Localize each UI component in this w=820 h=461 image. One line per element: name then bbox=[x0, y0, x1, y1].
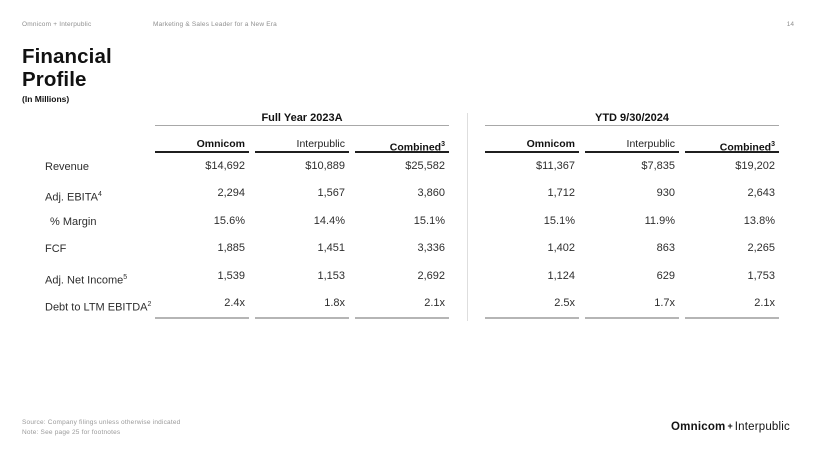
value-cell: 1.8x bbox=[324, 296, 345, 309]
row-label-text: Revenue bbox=[45, 161, 90, 173]
column-header: Interpublic bbox=[585, 138, 679, 153]
value-cell: $25,582 bbox=[405, 160, 445, 172]
group-divider bbox=[449, 112, 485, 321]
value-cell: 15.1% bbox=[413, 214, 445, 227]
row-label: Adj. Net Income5 bbox=[45, 264, 155, 291]
value-cell: 2,265 bbox=[747, 242, 775, 255]
value-cell: 15.1% bbox=[543, 214, 575, 227]
value-cell: 15.6% bbox=[213, 214, 245, 227]
table-group-ytd-2024: YTD 9/30/2024 Omnicom Interpublic Combined3… bbox=[485, 112, 779, 320]
footer-notes: Source: Company filings unless otherwise… bbox=[22, 418, 181, 437]
value-cell: 863 bbox=[656, 242, 675, 255]
value-cell: 2.1x bbox=[424, 296, 445, 309]
value-cell: 3,336 bbox=[417, 242, 445, 255]
group-header: Full Year 2023A bbox=[155, 112, 449, 126]
value-cell: 1,124 bbox=[547, 269, 575, 282]
row-label: Revenue bbox=[45, 154, 155, 181]
footer-logo-omnicom: Omnicom bbox=[671, 421, 726, 433]
column-header-text: Combined bbox=[719, 141, 772, 154]
row-label-superscript: 5 bbox=[123, 273, 128, 281]
column-header: Interpublic bbox=[255, 138, 349, 153]
value-cell: 2.4x bbox=[224, 296, 245, 309]
column-header-text: Omnicom bbox=[526, 138, 575, 150]
value-cell: 2,692 bbox=[417, 269, 445, 282]
bottom-rule bbox=[155, 317, 249, 320]
row-label-text: Adj. Net Income bbox=[45, 274, 124, 287]
bottom-rule bbox=[355, 317, 449, 320]
value-cell: 629 bbox=[656, 269, 675, 282]
value-cell: 2,294 bbox=[217, 187, 245, 200]
value-cell: 11.9% bbox=[644, 214, 675, 227]
row-label-superscript: 2 bbox=[147, 300, 152, 308]
value-cell: 3,860 bbox=[417, 187, 445, 200]
table-group-full-year-2023: Full Year 2023A Omnicom Interpublic Combine… bbox=[155, 112, 449, 320]
page-title-line2: Profile bbox=[22, 67, 87, 91]
row-label: Adj. EBITA4 bbox=[45, 181, 155, 208]
value-cell: 1,402 bbox=[547, 242, 575, 255]
page-number: 14 bbox=[786, 21, 794, 28]
plus-icon: + bbox=[727, 421, 733, 431]
row-label: % Margin bbox=[45, 209, 155, 236]
value-cell: 13.8% bbox=[743, 214, 775, 227]
column-header-text: Omnicom bbox=[196, 138, 245, 150]
row-label-text: % Margin bbox=[50, 215, 97, 228]
topbar-subtitle: Marketing & Sales Leader for a New Era bbox=[153, 21, 277, 28]
title-block: Financial Profile (In Millions) bbox=[22, 45, 112, 104]
value-cell: $19,202 bbox=[735, 160, 775, 172]
value-cell: $14,692 bbox=[205, 160, 245, 172]
value-cell: 14.4% bbox=[313, 214, 345, 227]
value-cell: 1.7x bbox=[654, 296, 675, 309]
page-title: Financial Profile bbox=[22, 45, 112, 91]
bottom-rule bbox=[685, 317, 779, 320]
column-header: Omnicom bbox=[485, 138, 579, 153]
title-units: (In Millions) bbox=[22, 94, 70, 104]
value-cell: 1,753 bbox=[747, 269, 775, 282]
value-cell: 2.5x bbox=[554, 296, 575, 309]
value-cell: $10,889 bbox=[305, 160, 345, 172]
row-label-superscript: 4 bbox=[97, 191, 102, 199]
column-header: Combined3 bbox=[355, 138, 449, 154]
value-cell: 1,712 bbox=[547, 187, 575, 200]
footer-source: Source: Company filings unless otherwise… bbox=[22, 419, 181, 426]
bottom-rule bbox=[255, 317, 349, 320]
value-cell: 1,885 bbox=[217, 242, 245, 255]
divider-line bbox=[466, 113, 468, 321]
row-label-text: Debt to LTM EBITDA bbox=[45, 301, 148, 314]
column-header-text: Combined bbox=[389, 141, 442, 154]
financial-table: Revenue Adj. EBITA4 % Margin FCF Adj. Net In… bbox=[45, 112, 779, 321]
value-cell: 2,643 bbox=[747, 187, 775, 200]
row-label-text: FCF bbox=[45, 243, 67, 256]
value-cell: 1,153 bbox=[317, 269, 345, 282]
footer-logo-interpublic: Interpublic bbox=[734, 421, 790, 433]
row-label-column: Revenue Adj. EBITA4 % Margin FCF Adj. Net In… bbox=[45, 112, 155, 318]
value-cell: $7,835 bbox=[641, 160, 675, 172]
row-label: Debt to LTM EBITDA2 bbox=[45, 291, 155, 318]
value-cell: $11,367 bbox=[536, 160, 575, 172]
column-header: Combined3 bbox=[685, 138, 779, 154]
row-label: FCF bbox=[45, 236, 155, 263]
footer-logo: Omnicom + Interpublic bbox=[671, 421, 790, 433]
column-header-superscript: 3 bbox=[771, 141, 775, 148]
column-header-text: Interpublic bbox=[626, 138, 675, 150]
column-header-superscript: 3 bbox=[441, 141, 445, 148]
value-cell: 1,567 bbox=[317, 187, 345, 200]
value-cell: 1,451 bbox=[317, 242, 345, 255]
topbar-brand: Omnicom + Interpublic bbox=[22, 21, 92, 28]
bottom-rule bbox=[485, 317, 579, 320]
row-label-text: Adj. EBITA bbox=[45, 192, 98, 205]
group-header: YTD 9/30/2024 bbox=[485, 112, 779, 126]
footer-note: Note: See page 25 for footnotes bbox=[22, 428, 121, 436]
value-cell: 2.1x bbox=[754, 296, 775, 309]
column-header: Omnicom bbox=[155, 138, 249, 153]
value-cell: 1,539 bbox=[217, 269, 245, 282]
page-title-line1: Financial bbox=[22, 45, 112, 68]
value-cell: 930 bbox=[656, 187, 675, 200]
bottom-rule bbox=[585, 317, 679, 320]
column-header-text: Interpublic bbox=[296, 138, 345, 150]
